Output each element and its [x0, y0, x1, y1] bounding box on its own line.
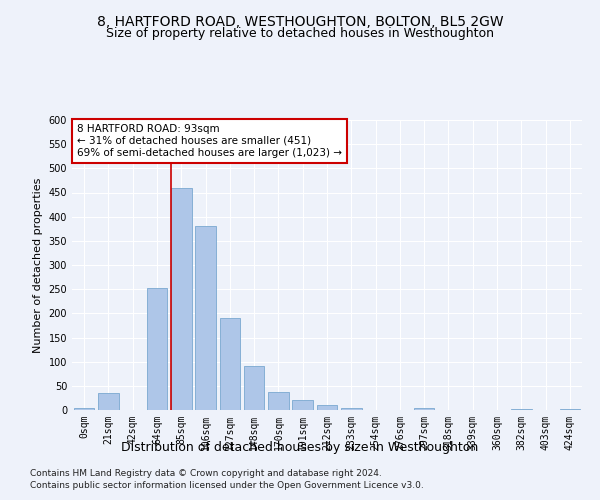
Bar: [244, 366, 265, 410]
Bar: [317, 405, 337, 410]
Text: Size of property relative to detached houses in Westhoughton: Size of property relative to detached ho…: [106, 28, 494, 40]
Bar: [74, 408, 94, 410]
Y-axis label: Number of detached properties: Number of detached properties: [33, 178, 43, 352]
Text: 8 HARTFORD ROAD: 93sqm
← 31% of detached houses are smaller (451)
69% of semi-de: 8 HARTFORD ROAD: 93sqm ← 31% of detached…: [77, 124, 342, 158]
Text: Distribution of detached houses by size in Westhoughton: Distribution of detached houses by size …: [121, 441, 479, 454]
Bar: [414, 408, 434, 410]
Bar: [292, 400, 313, 410]
Bar: [511, 408, 532, 410]
Bar: [220, 318, 240, 410]
Text: 8, HARTFORD ROAD, WESTHOUGHTON, BOLTON, BL5 2GW: 8, HARTFORD ROAD, WESTHOUGHTON, BOLTON, …: [97, 15, 503, 29]
Bar: [560, 408, 580, 410]
Bar: [195, 226, 216, 410]
Bar: [98, 393, 119, 410]
Bar: [341, 408, 362, 410]
Text: Contains HM Land Registry data © Crown copyright and database right 2024.: Contains HM Land Registry data © Crown c…: [30, 468, 382, 477]
Bar: [268, 392, 289, 410]
Bar: [171, 188, 191, 410]
Bar: [146, 288, 167, 410]
Text: Contains public sector information licensed under the Open Government Licence v3: Contains public sector information licen…: [30, 481, 424, 490]
